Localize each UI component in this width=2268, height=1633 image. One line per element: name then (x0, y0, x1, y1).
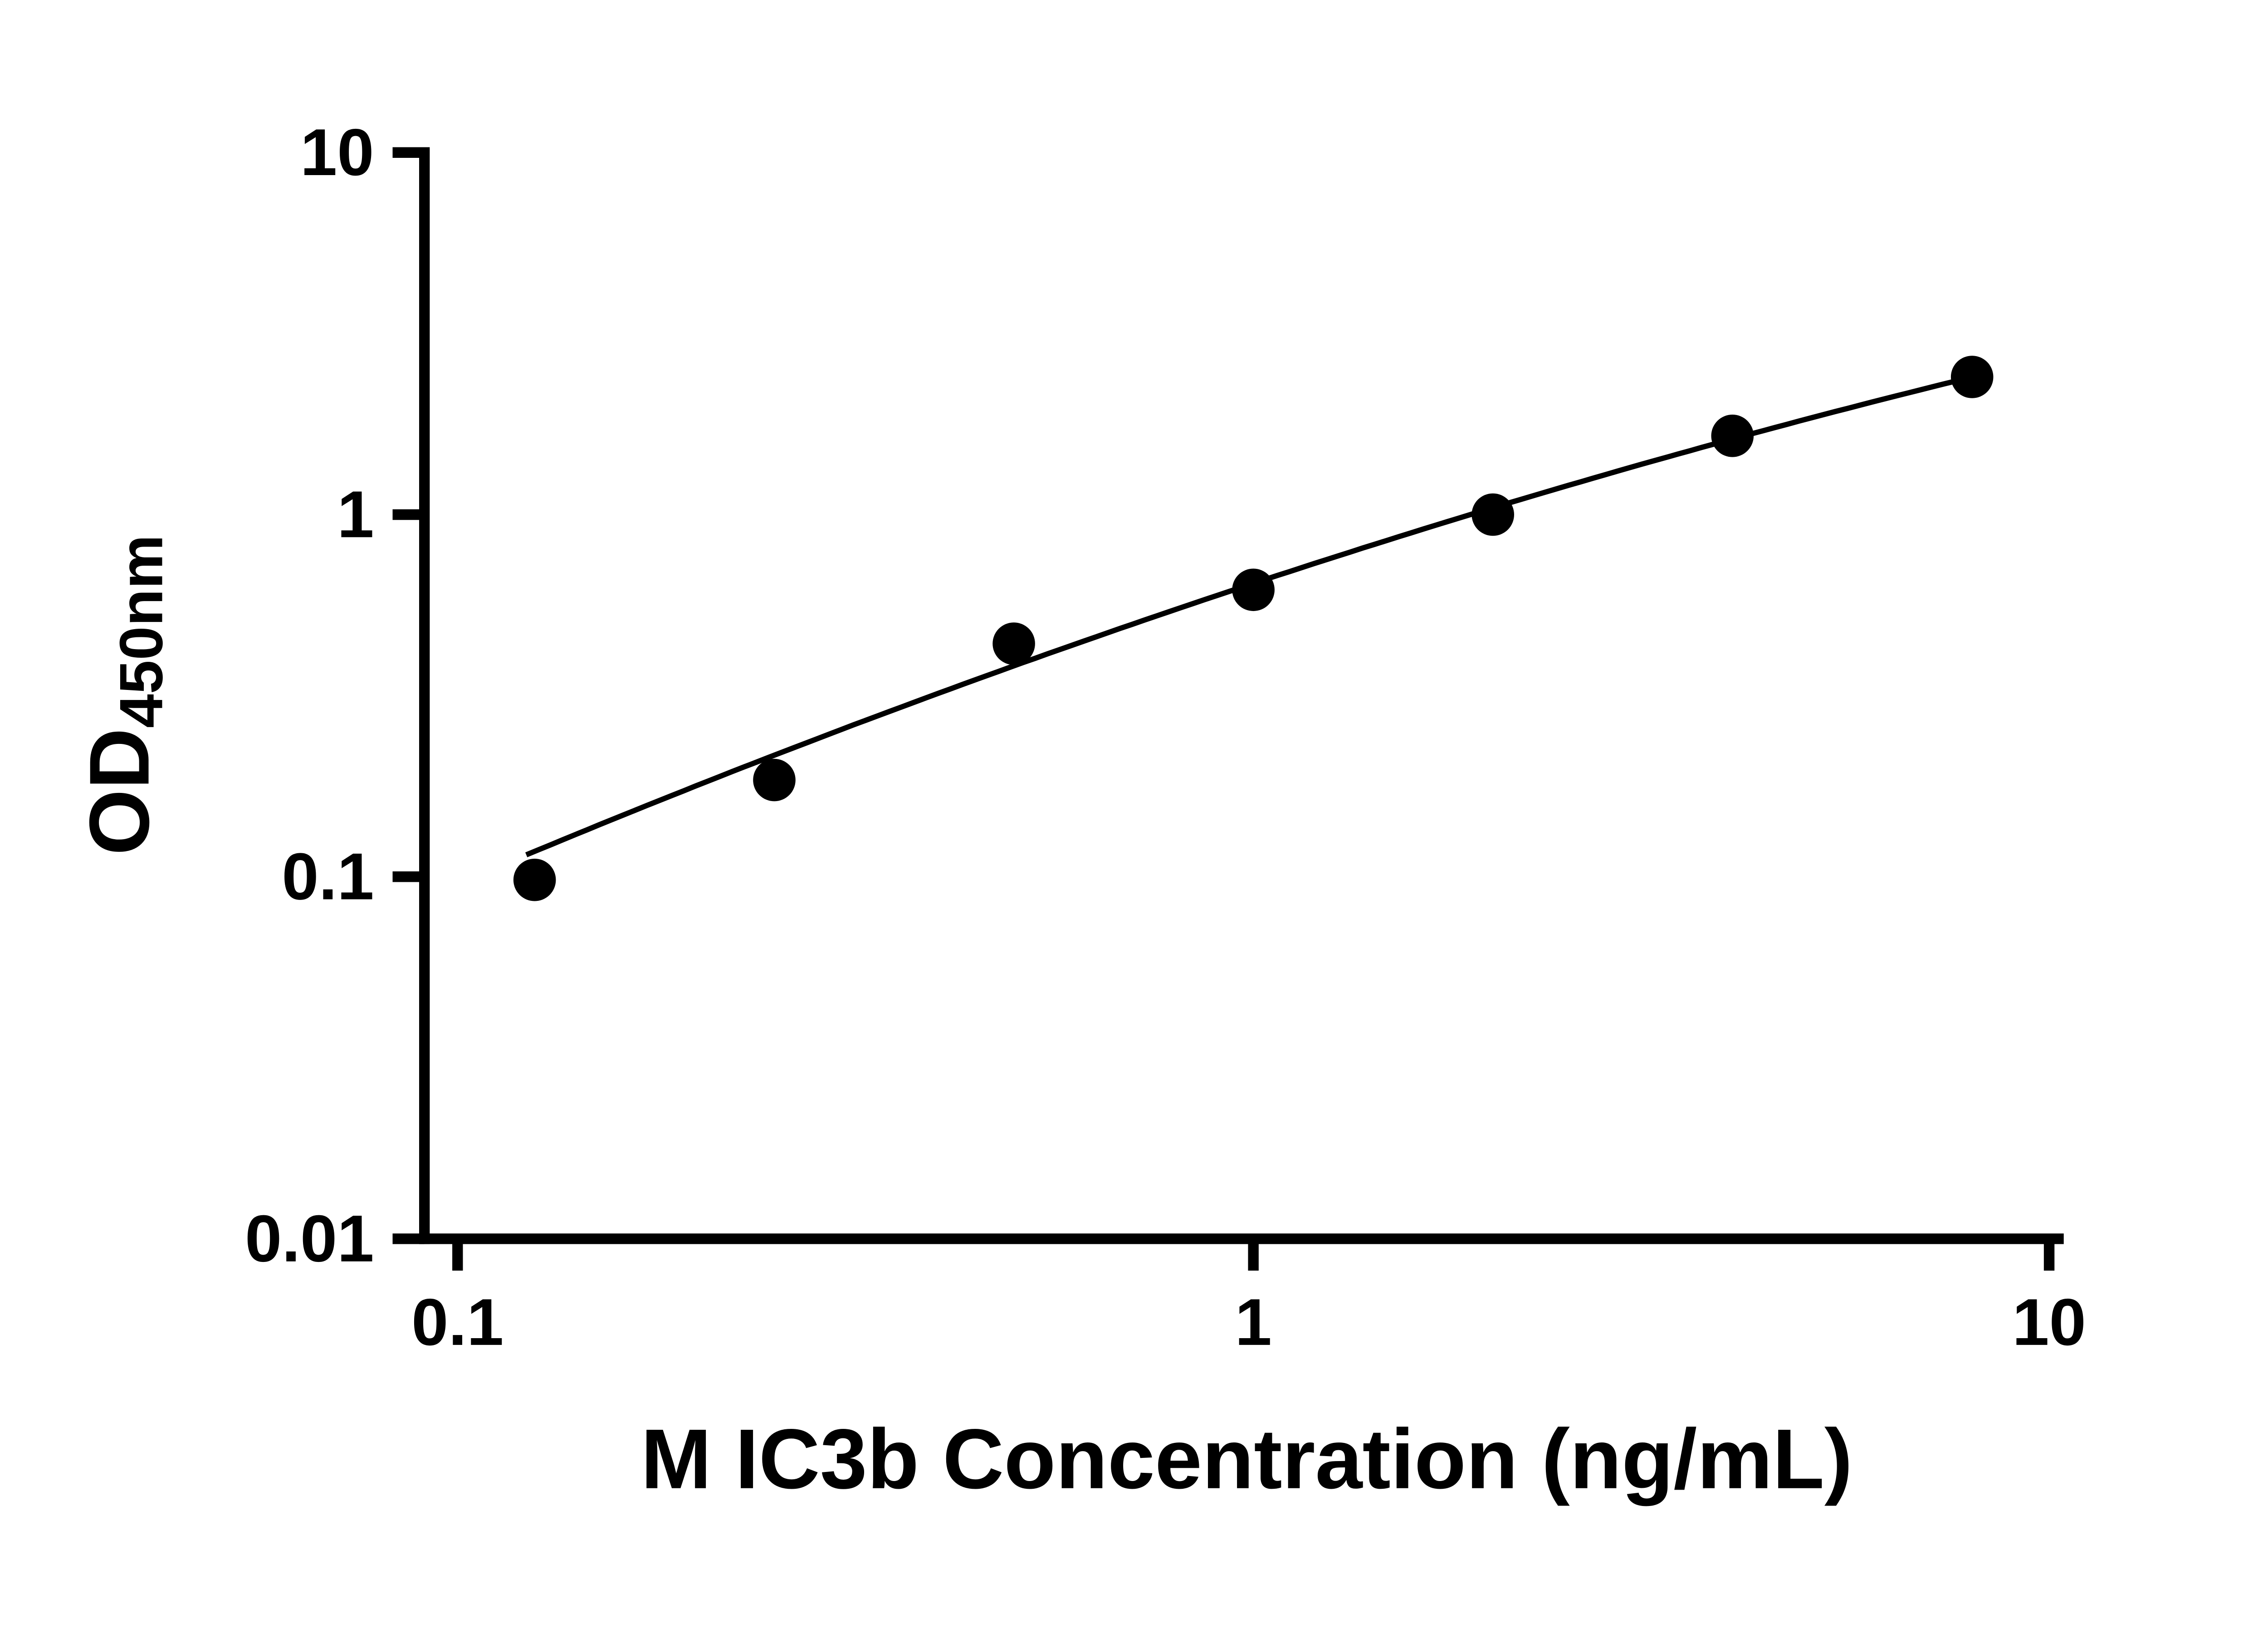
x-axis-title: M IC3b Concentration (ng/mL) (641, 1412, 1853, 1506)
data-point (513, 858, 556, 901)
y-tick-label: 10 (300, 115, 374, 189)
data-point (753, 758, 796, 802)
standard-curve-chart: 10 1 0.1 0.01 10 1 0.1 OD450nm M IC3b Concentr… (72, 115, 2086, 1506)
y-tick-label: 1 (337, 477, 374, 551)
trend-curve (525, 372, 1981, 857)
y-axis-title-main: OD (72, 728, 166, 856)
data-point (1711, 415, 1754, 457)
y-axis-title-subscript: 450nm (107, 535, 175, 728)
x-tick-label: 10 (2012, 1285, 2086, 1359)
y-tick-label: 0.01 (245, 1202, 374, 1276)
x-tick-label: 0.1 (411, 1285, 503, 1359)
y-axis-title: OD450nm (72, 535, 175, 856)
x-tick-label: 1 (1235, 1285, 1272, 1359)
chart-svg: 10 1 0.1 0.01 10 1 0.1 OD450nm M IC3b Concentr… (72, 115, 2086, 1506)
y-tick-label: 0.1 (282, 839, 374, 913)
data-point (992, 622, 1035, 665)
